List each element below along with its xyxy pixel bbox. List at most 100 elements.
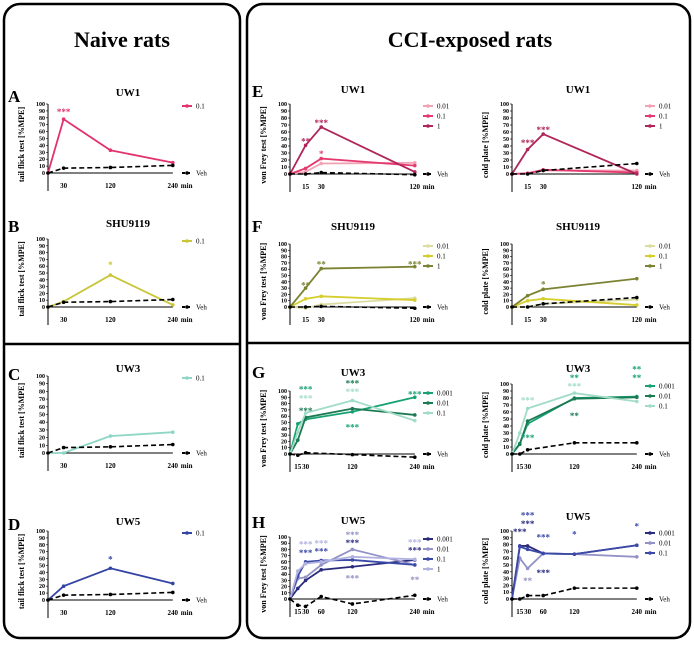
y-tick-label: 30 — [281, 151, 287, 157]
legend-label: Veh — [437, 171, 448, 179]
y-tick-label: 30 — [281, 286, 287, 292]
legend-label: 0.1 — [437, 253, 446, 261]
data-point — [319, 294, 324, 299]
x-tick-label: 15 — [294, 463, 302, 471]
data-point — [635, 441, 639, 445]
legend-marker — [426, 104, 430, 108]
data-point — [61, 117, 66, 121]
chart-title: UW5 — [116, 516, 141, 528]
x-tick-label: 240 — [168, 316, 179, 324]
y-tick-label: 40 — [39, 570, 45, 576]
data-point — [572, 552, 577, 556]
data-point — [61, 300, 66, 305]
y-tick-label: 0 — [42, 451, 45, 457]
y-tick-label: 100 — [278, 102, 287, 108]
legend-label: 0.1 — [437, 113, 446, 121]
x-unit-label: min — [181, 316, 193, 324]
y-tick-label: 50 — [281, 137, 287, 143]
data-point — [303, 604, 308, 609]
data-point — [319, 560, 324, 564]
data-point — [303, 578, 308, 583]
data-point — [518, 431, 522, 435]
y-tick-label: 30 — [503, 286, 509, 292]
legend-marker — [185, 598, 189, 602]
series-line-0.1 — [289, 559, 415, 600]
data-point — [46, 171, 50, 175]
y-tick-label: 40 — [503, 424, 509, 430]
chart-title: UW1 — [116, 87, 140, 99]
y-tick-label: 70 — [39, 123, 45, 129]
chart-title: SHU9119 — [331, 221, 376, 233]
x-tick-label: 60 — [540, 608, 548, 616]
panel-letter: H — [252, 513, 265, 532]
y-tick-label: 90 — [39, 244, 45, 250]
data-point — [413, 161, 417, 165]
data-point — [572, 396, 577, 401]
data-point — [518, 452, 522, 456]
x-tick-label: 120 — [632, 316, 643, 324]
legend-marker — [185, 104, 189, 108]
y-tick-label: 90 — [503, 248, 509, 254]
legend-label: 0.1 — [437, 556, 446, 564]
data-point — [319, 161, 324, 166]
y-tick-label: 30 — [281, 578, 287, 584]
significance-marker: *** — [346, 530, 360, 540]
legend-marker — [426, 264, 430, 268]
significance-marker: *** — [346, 573, 360, 583]
y-tick-label: 40 — [503, 144, 509, 150]
y-tick-label: 100 — [500, 529, 509, 535]
significance-marker: ** — [570, 373, 580, 383]
significance-marker: *** — [536, 125, 550, 135]
x-tick-label: 120 — [410, 316, 421, 324]
y-tick-label: 40 — [281, 280, 287, 286]
legend-marker — [426, 305, 430, 309]
y-tick-label: 10 — [39, 443, 45, 449]
data-point — [61, 451, 66, 455]
data-point — [510, 305, 514, 309]
y-tick-label: 70 — [39, 550, 45, 556]
legend-label: 1 — [437, 123, 441, 131]
data-point — [525, 293, 530, 298]
legend-marker — [426, 114, 430, 118]
data-point — [296, 603, 300, 607]
data-point — [288, 597, 292, 601]
x-tick-label: 30 — [524, 608, 532, 616]
data-point — [296, 438, 300, 442]
data-point — [635, 295, 639, 300]
significance-marker: *** — [299, 385, 313, 395]
y-tick-label: 50 — [503, 563, 509, 569]
y-tick-label: 60 — [281, 414, 287, 420]
data-point — [541, 132, 545, 136]
y-tick-label: 90 — [503, 536, 509, 542]
significance-marker: *** — [299, 406, 313, 416]
naive-rats-header: Naive rats — [74, 27, 170, 52]
x-tick-label: 120 — [105, 609, 116, 617]
y-tick-label: 60 — [39, 130, 45, 136]
legend-marker — [648, 305, 652, 309]
y-tick-label: 70 — [503, 261, 509, 267]
y-tick-label: 90 — [281, 109, 287, 115]
x-unit-label: min — [423, 183, 435, 191]
y-tick-label: 90 — [39, 382, 45, 388]
data-point — [303, 411, 308, 415]
legend-marker — [426, 597, 430, 601]
data-point — [171, 303, 175, 307]
series-line-0.1 — [289, 157, 415, 175]
y-tick-label: 90 — [39, 109, 45, 115]
data-point — [288, 305, 292, 309]
x-tick-label: 15 — [516, 463, 524, 471]
y-tick-label: 60 — [39, 264, 45, 270]
legend-label: 0.001 — [437, 536, 453, 544]
y-tick-label: 30 — [39, 285, 45, 291]
series-line-0.1 — [48, 431, 173, 454]
significance-marker: *** — [521, 519, 535, 529]
y-tick-label: 50 — [281, 566, 287, 572]
series-line-0.1 — [511, 544, 637, 600]
chart-title: SHU9119 — [106, 218, 151, 230]
significance-marker: *** — [521, 395, 535, 405]
data-point — [319, 568, 324, 572]
y-tick-label: 70 — [281, 123, 287, 129]
